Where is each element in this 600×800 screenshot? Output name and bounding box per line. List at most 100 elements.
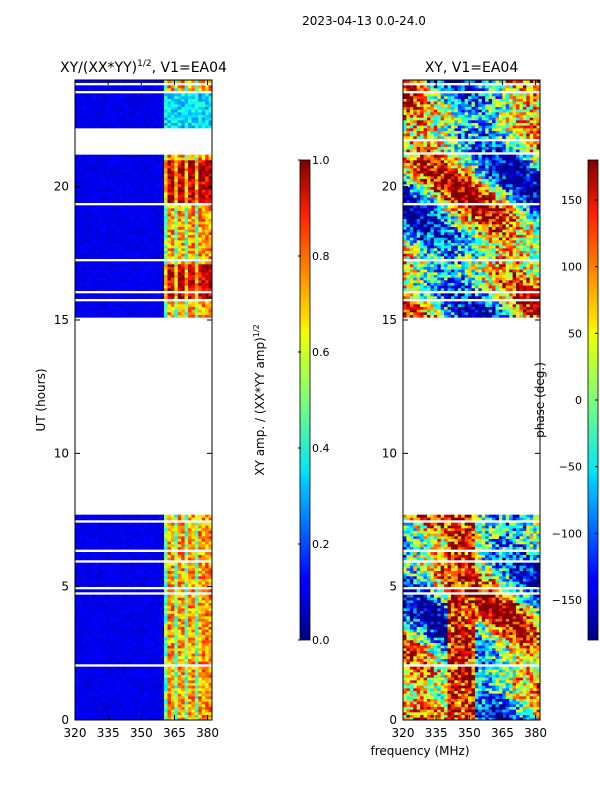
amplitude-cell <box>201 221 206 225</box>
amplitude-cell <box>177 626 182 630</box>
amplitude-cell <box>85 546 90 550</box>
amplitude-cell <box>109 704 114 707</box>
amplitude-cell <box>85 208 90 211</box>
amplitude-cell <box>81 605 86 609</box>
amplitude-cell <box>181 704 185 707</box>
amplitude-cell <box>191 688 196 691</box>
amplitude-cell <box>112 306 117 310</box>
amplitude-cell <box>164 514 168 518</box>
amplitude-cell <box>102 605 107 609</box>
amplitude-cell <box>194 576 199 579</box>
amplitude-cell <box>194 280 199 283</box>
amplitude-cell <box>98 312 103 315</box>
amplitude-cell <box>208 581 212 585</box>
amplitude-cell <box>133 533 138 537</box>
amplitude-cell <box>170 565 175 569</box>
amplitude-cell <box>164 562 168 566</box>
amplitude-cell <box>75 237 79 241</box>
amplitude-cell <box>119 208 124 211</box>
amplitude-cell <box>170 626 175 630</box>
amplitude-cell <box>167 576 172 579</box>
amplitude-cell <box>184 162 189 166</box>
amplitude-cell <box>95 629 100 633</box>
amplitude-cell <box>174 522 179 526</box>
amplitude-cell <box>194 658 199 662</box>
amplitude-cell <box>150 533 155 537</box>
amplitude-cell <box>184 640 189 643</box>
amplitude-cell <box>112 613 117 617</box>
amplitude-cell <box>164 168 168 171</box>
amplitude-cell <box>181 568 185 571</box>
amplitude-cell <box>92 242 96 246</box>
amplitude-cell <box>98 557 103 561</box>
amplitude-cell <box>105 525 110 529</box>
amplitude-cell <box>116 304 120 307</box>
amplitude-cell <box>126 669 131 673</box>
amplitude-cell <box>201 234 206 238</box>
amplitude-cell <box>75 677 79 681</box>
amplitude-cell <box>205 578 209 582</box>
amplitude-cell <box>181 669 185 673</box>
amplitude-cell <box>75 538 79 542</box>
amplitude-cell <box>208 629 212 633</box>
amplitude-cell <box>167 568 172 571</box>
amplitude-cell <box>160 552 165 555</box>
amplitude-cell <box>85 184 90 187</box>
amplitude-cell <box>75 170 79 174</box>
amplitude-cell <box>85 296 90 299</box>
amplitude-cell <box>191 546 196 550</box>
amplitude-cell <box>98 224 103 227</box>
amplitude-cell <box>133 240 138 243</box>
amplitude-cell <box>150 240 155 243</box>
amplitude-cell <box>133 568 138 571</box>
amplitude-cell <box>150 248 155 251</box>
amplitude-cell <box>85 658 90 662</box>
amplitude-cell <box>170 661 175 665</box>
amplitude-cell <box>136 221 141 225</box>
amplitude-cell <box>75 192 79 195</box>
amplitude-cell <box>208 613 212 617</box>
amplitude-cell <box>92 629 96 633</box>
amplitude-cell <box>75 570 79 574</box>
amplitude-cell <box>119 562 124 566</box>
amplitude-cell <box>112 674 117 678</box>
amplitude-cell <box>116 234 120 238</box>
amplitude-cell <box>85 232 90 235</box>
amplitude-cell <box>129 192 134 195</box>
amplitude-cell <box>174 517 179 521</box>
amplitude-cell <box>116 165 120 169</box>
amplitude-cell <box>194 304 199 307</box>
amplitude-cell <box>116 632 120 635</box>
amplitude-cell <box>198 709 203 713</box>
amplitude-cell <box>143 272 148 275</box>
amplitude-cell <box>98 309 103 313</box>
amplitude-cell <box>150 594 155 598</box>
amplitude-cell <box>81 634 86 638</box>
amplitude-cell <box>105 253 110 257</box>
amplitude-cell <box>116 698 120 702</box>
amplitude-cell <box>146 690 151 694</box>
amplitude-cell <box>133 690 138 694</box>
amplitude-cell <box>122 296 127 299</box>
amplitude-cell <box>184 218 189 222</box>
amplitude-cell <box>129 568 134 571</box>
amplitude-cell <box>188 186 192 190</box>
amplitude-cell <box>191 642 196 646</box>
amplitude-cell <box>75 666 79 670</box>
amplitude-cell <box>78 680 83 683</box>
amplitude-cell <box>143 165 148 169</box>
amplitude-cell <box>85 674 90 678</box>
amplitude-cell <box>170 192 175 195</box>
amplitude-cell <box>164 312 168 315</box>
amplitude-cell <box>198 176 203 179</box>
amplitude-cell <box>177 264 182 267</box>
amplitude-cell <box>119 234 124 238</box>
amplitude-cell <box>205 517 209 521</box>
amplitude-cell <box>143 637 148 641</box>
amplitude-cell <box>105 277 110 281</box>
amplitude-cell <box>116 261 120 265</box>
amplitude-cell <box>153 186 158 190</box>
amplitude-cell <box>88 192 93 195</box>
amplitude-cell <box>81 218 86 222</box>
amplitude-cell <box>143 712 148 715</box>
